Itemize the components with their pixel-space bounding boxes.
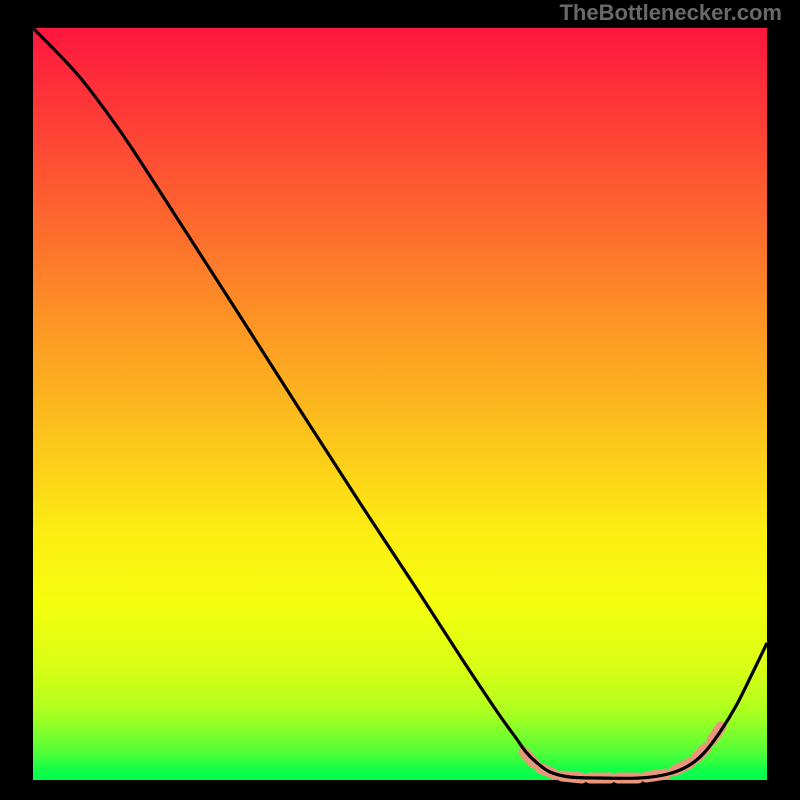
chart-stage: TheBottlenecker.com <box>0 0 800 800</box>
bottleneck-curve-plot <box>0 0 800 800</box>
plot-background <box>33 28 767 780</box>
watermark-text: TheBottlenecker.com <box>559 0 782 26</box>
